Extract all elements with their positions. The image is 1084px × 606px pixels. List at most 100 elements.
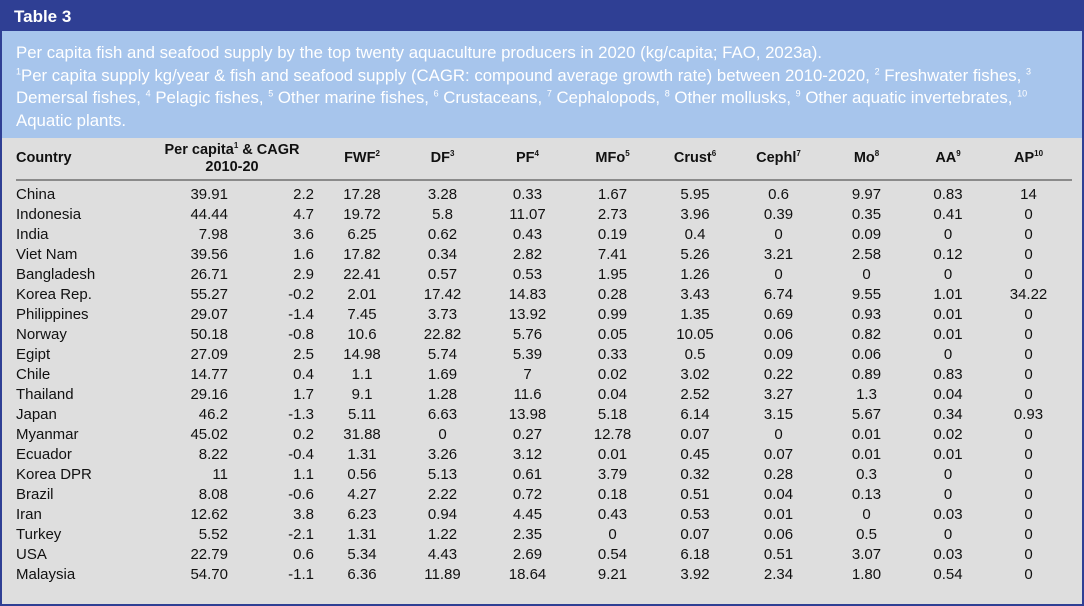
fwf-cell: 1.31	[347, 446, 377, 463]
pf-cell: 2.69	[512, 546, 543, 563]
cagr-cell: -1.4	[288, 306, 315, 323]
ap-cell: 0	[1024, 386, 1033, 403]
crust-cell: 6.18	[680, 546, 710, 563]
mo-cell: 2.58	[851, 246, 882, 263]
df-cell: 5.8	[432, 206, 453, 223]
cagr-cell: 1.7	[293, 386, 315, 403]
ceph-cell: 0.6	[768, 186, 789, 203]
header-ceph-text: Cephl	[756, 150, 797, 166]
per-capita-cell: 50.18	[190, 326, 228, 343]
ceph-cell: 0	[774, 266, 783, 283]
pf-cell: 0.43	[512, 226, 543, 243]
caption-title: Per capita fish and seafood supply by th…	[16, 43, 822, 62]
df-cell: 1.69	[427, 366, 458, 383]
aa-cell: 1.01	[933, 286, 963, 303]
header-df-mark: 3	[449, 149, 455, 159]
per-capita-cell: 27.09	[190, 346, 228, 363]
caption-notes: 1Per capita supply kg/year & fish and se…	[16, 66, 1031, 130]
crust-cell: 10.05	[676, 326, 714, 343]
country-cell: Viet Nam	[16, 246, 78, 263]
mo-cell: 9.97	[851, 186, 882, 203]
crust-cell: 1.35	[680, 306, 710, 323]
caption-note-mark: 2	[874, 65, 880, 76]
table-row: Myanmar 45.02 0.2 31.88 0 0.27 12.78 0.07 0 0.01 0…	[16, 425, 1072, 445]
header-mfo-mark: 5	[625, 149, 630, 159]
header-ap-text: AP	[1013, 150, 1035, 166]
caption-note-mark: 5	[268, 88, 274, 99]
table-row: Korea Rep. 55.27 -0.2 2.01 17.42 14.83 0.28 3.4…	[16, 285, 1072, 305]
crust-cell: 0.51	[680, 486, 710, 503]
country-cell: Thailand	[16, 386, 74, 403]
ceph-cell: 0.04	[763, 486, 794, 503]
country-cell: Korea Rep.	[16, 286, 92, 303]
country-cell: Turkey	[16, 526, 62, 543]
mo-cell: 0.09	[851, 226, 882, 243]
header-per-capita-text: Per capita	[164, 141, 234, 158]
mfo-cell: 0.05	[597, 326, 628, 343]
table-row: Philippines 29.07 -1.4 7.45 3.73 13.92 0.99 1.3…	[16, 305, 1072, 325]
header-aa-text: AA	[935, 150, 957, 166]
header-fwf: FWF2	[324, 138, 400, 180]
mo-cell: 0.5	[856, 526, 877, 543]
aa-cell: 0.83	[933, 366, 963, 383]
df-cell: 11.89	[424, 566, 461, 583]
header-pf-mark: 4	[534, 149, 539, 159]
mfo-cell: 12.78	[593, 426, 632, 443]
mfo-cell: 2.73	[597, 206, 628, 223]
mfo-cell: 0.33	[597, 346, 628, 363]
fwf-cell: 0.56	[347, 466, 377, 483]
country-cell: Korea DPR	[16, 466, 92, 483]
header-per-capita: Per capita1 & CAGR 2010-20	[140, 138, 324, 180]
ceph-cell: 0	[774, 426, 783, 443]
header-mfo-text: MFo	[595, 150, 626, 166]
aa-cell: 0.54	[933, 566, 963, 583]
pf-cell: 0.33	[512, 186, 543, 203]
table-row: Brazil 8.08 -0.6 4.27 2.22 0.72 0.18 0.51 0.04 0.…	[16, 485, 1072, 505]
pf-cell: 4.45	[512, 506, 543, 523]
ap-cell: 0	[1024, 346, 1033, 363]
per-capita-cell: 11	[212, 466, 228, 483]
header-mfo: MFo5	[570, 138, 655, 180]
ceph-cell: 0.06	[763, 326, 794, 343]
country-cell: China	[16, 186, 56, 203]
country-cell: Myanmar	[16, 426, 79, 443]
table-row: Malaysia 54.70 -1.1 6.36 11.89 18.64 9.21 3.92 2…	[16, 565, 1072, 585]
table-row: Ecuador 8.22 -0.4 1.31 3.26 3.12 0.01 0.45 0.07 0…	[16, 445, 1072, 465]
table-row: India 7.98 3.6 6.25 0.62 0.43 0.19 0.4 0 0.09 0 0	[16, 225, 1072, 245]
mfo-cell: 7.41	[597, 246, 628, 263]
country-cell: Egipt	[16, 346, 51, 363]
cagr-cell: 1.1	[293, 466, 315, 483]
fwf-cell: 7.45	[347, 306, 377, 323]
header-pf: PF4	[485, 138, 570, 180]
mo-cell: 1.80	[851, 566, 882, 583]
fwf-cell: 2.01	[347, 286, 377, 303]
caption-note-mark: 3	[1026, 65, 1032, 76]
caption-note-text: Pelagic fishes,	[150, 88, 269, 107]
mfo-cell: 0	[608, 526, 617, 543]
ap-cell: 34.22	[1009, 286, 1048, 303]
per-capita-cell: 55.27	[190, 286, 228, 303]
ap-cell: 0	[1024, 366, 1033, 383]
table-row: China 39.91 2.2 17.28 3.28 0.33 1.67 5.95 0.6 9.9…	[16, 185, 1072, 205]
table-row: Chile 14.77 0.4 1.1 1.69 7 0.02 3.02 0.22 0.89 0.8…	[16, 365, 1072, 385]
fwf-cell: 5.34	[347, 546, 377, 563]
header-ap: AP10	[985, 138, 1072, 180]
pf-cell: 11.6	[513, 386, 542, 403]
df-cell: 5.13	[427, 466, 458, 483]
mo-cell: 0	[862, 266, 871, 283]
aa-cell: 0	[943, 346, 953, 363]
df-cell: 0.94	[427, 506, 458, 523]
country-cell: Malaysia	[16, 566, 76, 583]
country-cell: Iran	[16, 506, 42, 523]
ap-cell: 0	[1024, 226, 1033, 243]
mo-cell: 0.82	[851, 326, 882, 343]
header-mo-text: Mo	[853, 150, 875, 166]
table-row: Thailand 29.16 1.7 9.1 1.28 11.6 0.04 2.52 3.27 1…	[16, 385, 1072, 405]
df-cell: 5.74	[427, 346, 458, 363]
aa-cell: 0.03	[933, 506, 963, 523]
cagr-cell: -0.6	[288, 486, 315, 503]
table-row: Iran 12.62 3.8 6.23 0.94 4.45 0.43 0.53 0.01 0 0.0…	[16, 505, 1072, 525]
header-mo-mark: 8	[874, 149, 880, 159]
table-row: Norway 50.18 -0.8 10.6 22.82 5.76 0.05 10.05 0.0…	[16, 325, 1072, 345]
df-cell: 1.28	[427, 386, 458, 403]
